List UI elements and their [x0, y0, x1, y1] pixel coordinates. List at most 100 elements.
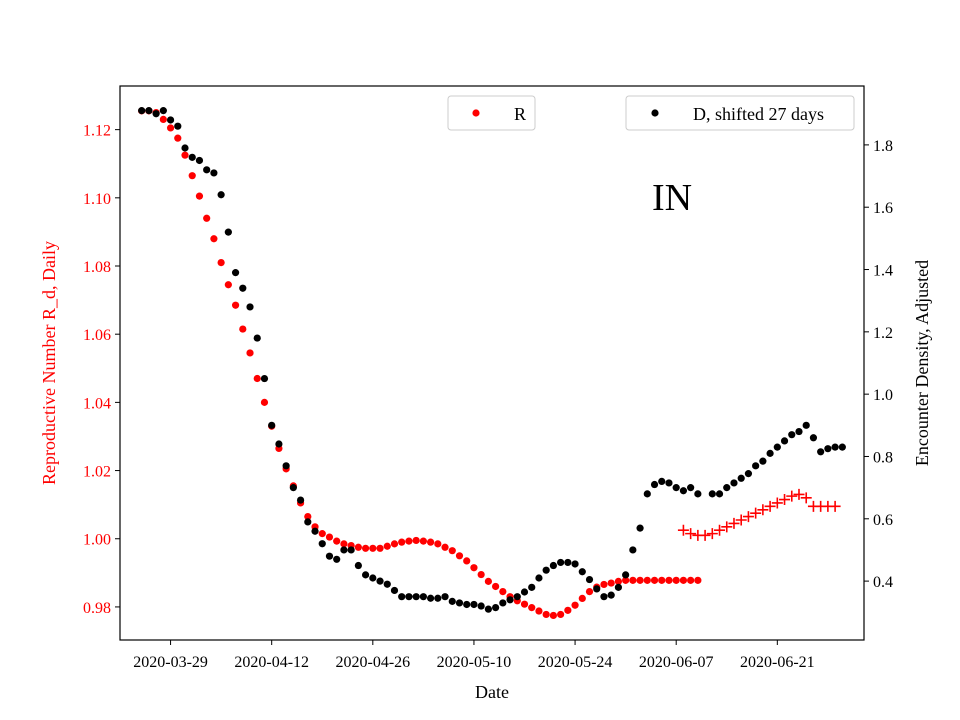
data-point — [564, 606, 572, 614]
data-point — [405, 537, 413, 545]
data-point — [275, 440, 283, 448]
data-point-plus — [757, 504, 769, 516]
data-point — [506, 596, 514, 604]
data-point — [260, 374, 269, 383]
data-point — [333, 555, 341, 563]
right-y-axis-label: Encounter Density, Adjusted — [912, 260, 932, 466]
data-point-plus — [786, 490, 798, 502]
left-y-tick-label: 1.10 — [83, 191, 111, 208]
data-point — [629, 546, 637, 554]
data-point — [542, 610, 550, 619]
data-point — [181, 151, 189, 159]
data-point — [239, 284, 247, 292]
data-point — [217, 191, 225, 199]
x-tick-label: 2020-04-12 — [234, 654, 309, 671]
data-point-plus — [829, 500, 841, 512]
data-point — [520, 600, 529, 608]
data-point — [159, 107, 167, 115]
data-point — [398, 593, 406, 601]
left-y-axis-label: Reproductive Number R_d, Daily — [39, 241, 59, 485]
data-point — [231, 269, 240, 277]
data-point — [174, 134, 182, 142]
data-point-plus — [735, 514, 747, 526]
data-point — [231, 301, 240, 309]
data-point — [325, 552, 334, 560]
data-point-plus — [764, 500, 776, 512]
data-point — [289, 484, 297, 492]
data-point — [564, 558, 572, 567]
data-point — [549, 611, 557, 620]
left-y-tick-label: 1.04 — [83, 395, 111, 412]
data-point — [412, 593, 420, 601]
data-point — [398, 538, 406, 546]
data-point — [542, 566, 550, 574]
data-point — [622, 571, 630, 579]
data-point — [477, 602, 485, 610]
x-tick-label: 2020-06-07 — [639, 654, 714, 671]
right-y-tick-label: 0.6 — [873, 512, 893, 529]
data-point — [528, 604, 536, 612]
data-point-plus — [699, 529, 711, 541]
data-point-plus — [779, 494, 791, 506]
data-point — [463, 557, 471, 565]
data-point — [585, 575, 594, 584]
data-point — [831, 443, 839, 451]
data-point — [687, 484, 695, 492]
data-point — [354, 543, 362, 551]
data-point — [376, 544, 384, 552]
data-point — [390, 540, 399, 548]
x-tick-label: 2020-05-24 — [538, 654, 613, 671]
axis-ticks: 2020-03-29 2020-04-12 2020-04-26 2020-05-10… — [83, 123, 893, 671]
legend-r-label: R — [514, 104, 526, 124]
data-point — [672, 484, 680, 492]
data-point — [737, 474, 745, 482]
legend-d-box — [625, 95, 855, 131]
data-point — [361, 571, 370, 579]
data-point — [152, 110, 160, 118]
x-tick-label: 2020-04-26 — [335, 654, 410, 671]
data-point — [318, 540, 326, 548]
data-point — [203, 166, 211, 174]
data-point-plus — [771, 497, 783, 509]
data-point — [571, 560, 579, 568]
data-point — [694, 490, 702, 498]
data-point-plus — [706, 528, 718, 540]
data-point-plus — [750, 507, 762, 519]
data-point — [658, 576, 666, 584]
data-point — [195, 192, 204, 200]
data-point — [759, 457, 767, 465]
data-point — [622, 576, 630, 584]
data-point — [441, 593, 449, 601]
data-point — [817, 448, 825, 456]
data-point — [296, 496, 305, 504]
data-point — [376, 577, 384, 585]
right-y-tick-label: 1.6 — [873, 200, 893, 217]
data-point — [535, 607, 543, 615]
right-y-tick-label: 1.2 — [873, 325, 893, 342]
data-point — [224, 281, 232, 289]
data-point — [607, 579, 615, 587]
data-point — [730, 479, 738, 487]
data-point — [499, 599, 507, 607]
data-point — [455, 552, 464, 560]
data-point — [780, 437, 789, 445]
state-annotation: IN — [652, 177, 692, 219]
right-y-tick-label: 1.0 — [873, 387, 893, 404]
data-point — [629, 576, 637, 584]
series-1 — [138, 107, 702, 613]
data-point — [412, 536, 420, 545]
data-point — [694, 576, 702, 584]
data-point — [614, 577, 623, 585]
data-point — [347, 546, 355, 554]
data-point — [448, 597, 456, 605]
x-tick-label: 2020-05-10 — [437, 654, 512, 671]
data-point — [304, 512, 312, 521]
data-point — [246, 303, 254, 311]
right-y-tick-label: 0.8 — [873, 449, 893, 466]
left-y-tick-label: 1.12 — [83, 123, 111, 140]
data-point — [484, 577, 492, 585]
data-point — [585, 587, 594, 596]
data-marks — [138, 107, 846, 620]
data-point-plus — [677, 524, 689, 536]
